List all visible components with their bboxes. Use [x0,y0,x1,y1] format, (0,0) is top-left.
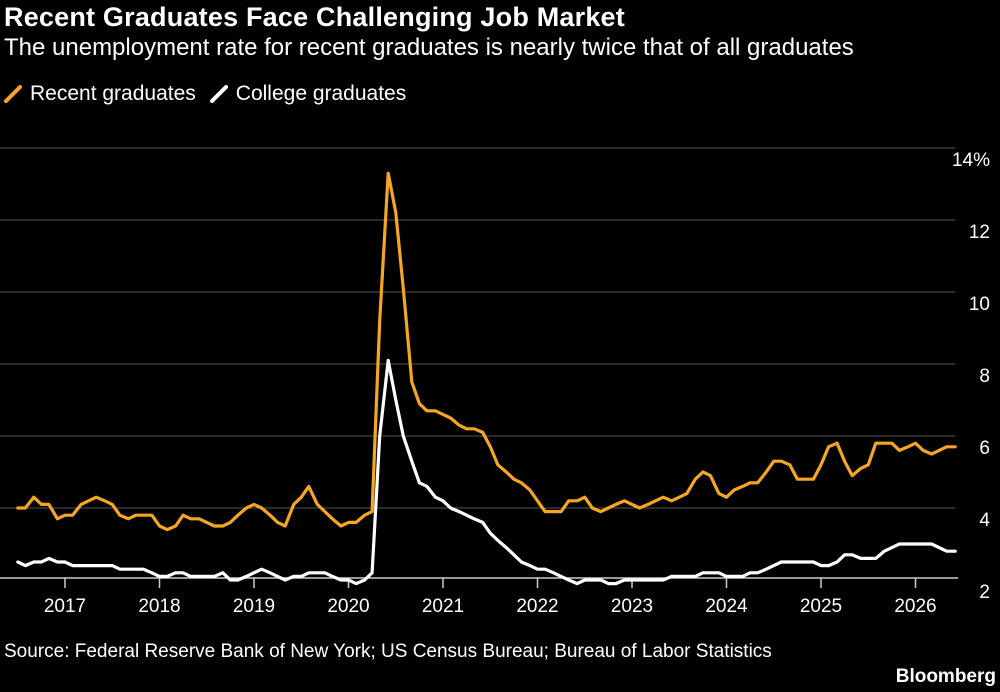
legend-label-college-graduates: College graduates [235,82,407,105]
y-tick-label-6: 6 [979,438,990,459]
x-tick-label-2021: 2021 [422,596,464,617]
source-note: Source: Federal Reserve Bank of New York… [4,641,772,662]
x-tick-label-2020: 2020 [327,596,369,617]
series-line-college-graduates [16,358,957,586]
x-tick-label-2017: 2017 [44,596,86,617]
brand-logo: Bloomberg [895,666,996,687]
x-tick-label-2022: 2022 [516,596,558,617]
x-tick-label-2023: 2023 [611,596,653,617]
chart-title: Recent Graduates Face Challenging Job Ma… [4,2,625,32]
x-tick-label-2019: 2019 [233,596,275,617]
y-tick-label-2: 2 [979,582,990,603]
y-tick-label-10: 10 [969,294,990,315]
x-tick-label-2025: 2025 [800,596,842,617]
y-tick-label-12: 12 [969,222,990,243]
legend-swatch-college-icon [209,85,228,103]
y-tick-label-8: 8 [979,366,990,387]
y-tick-label-4: 4 [979,510,990,531]
chart-subtitle: The unemployment rate for recent graduat… [4,34,854,61]
legend-item-recent-graduates: Recent graduates [4,82,196,106]
series-line-recent-graduates [16,171,957,532]
x-tick-label-2018: 2018 [138,596,180,617]
legend-item-college-graduates: College graduates [209,82,407,106]
legend-swatch-recent-icon [4,85,22,103]
y-tick-label-14: 14% [952,150,990,171]
x-tick-label-2024: 2024 [705,596,748,617]
x-tick-label-2026: 2026 [894,596,936,617]
legend: Recent graduates College graduates [4,82,420,106]
legend-label-recent-graduates: Recent graduates [30,82,196,105]
